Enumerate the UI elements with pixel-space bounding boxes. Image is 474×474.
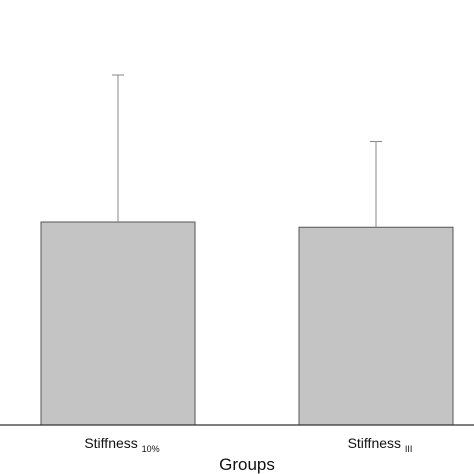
x-tick-label-text: Stiffness [348,435,405,451]
x-tick-label-subscript: 10% [142,444,160,454]
x-tick-label-text: Stiffness [84,435,141,451]
bar-1 [40,221,196,426]
x-tick-labels: Stiffness 10% Stiffness III [84,435,412,454]
x-tick-label-1: Stiffness 10% [84,435,159,454]
x-tick-label-subscript: III [405,444,413,454]
x-tick-label-2: Stiffness III [348,435,413,454]
bar-2 [298,226,454,426]
bars-layer [40,74,454,426]
x-axis-title: Groups [219,455,275,474]
